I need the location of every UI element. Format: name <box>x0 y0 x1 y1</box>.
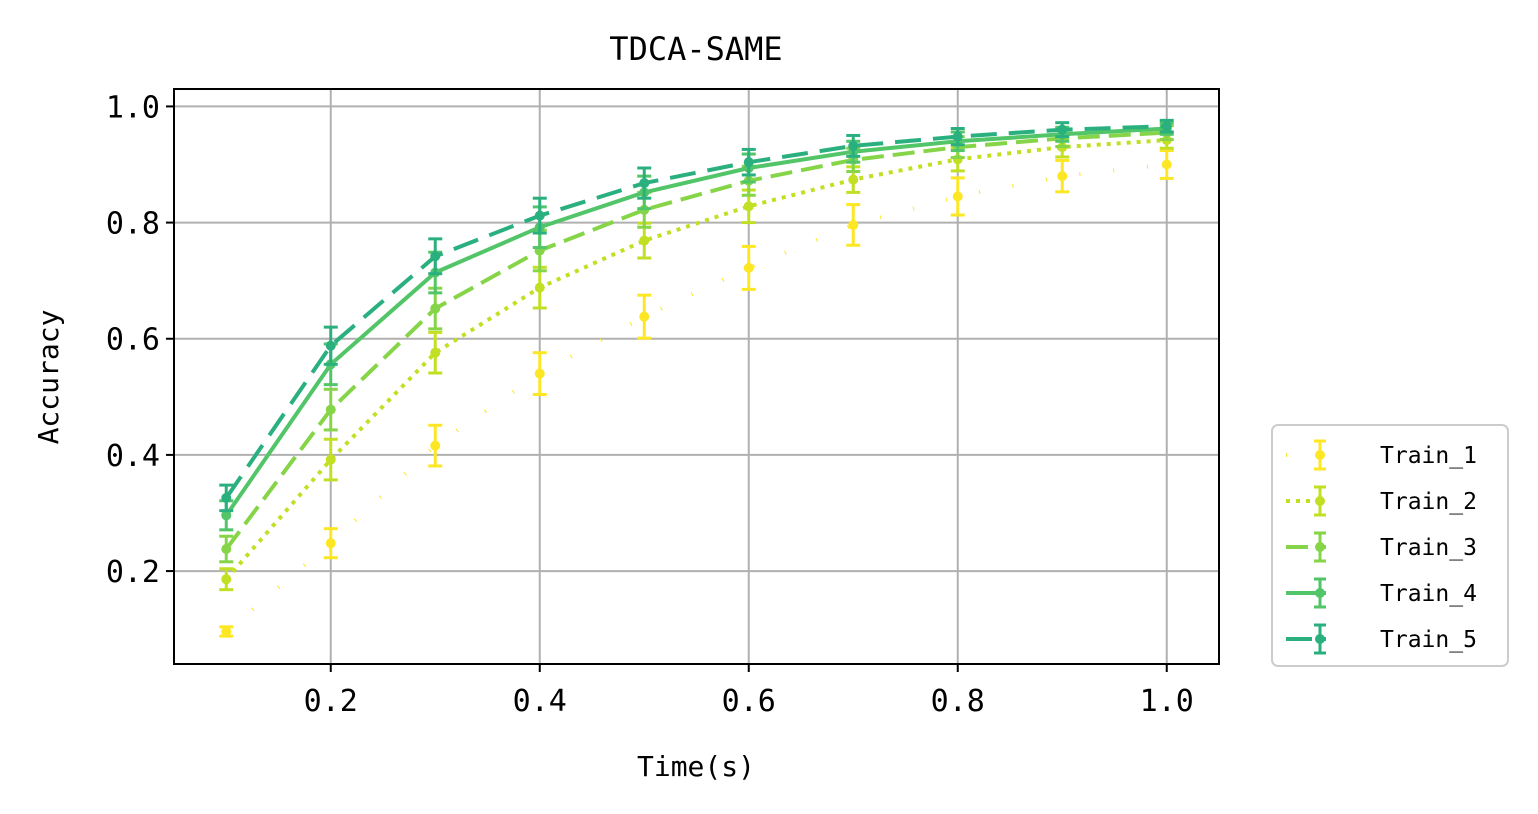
data-point <box>1161 121 1172 132</box>
x-tick-label: 0.8 <box>931 684 985 719</box>
data-point <box>430 347 441 358</box>
y-tick-label: 0.6 <box>106 323 160 358</box>
data-point <box>221 544 232 554</box>
legend-marker <box>1315 450 1325 460</box>
data-point <box>1161 159 1172 170</box>
legend-marker <box>1315 542 1325 552</box>
data-point <box>534 282 545 293</box>
axis-ticks: 0.2 0.4 0.6 0.8 1.0 0.2 0.4 0.6 0.8 1.0 <box>106 90 1194 719</box>
legend-label: Train_5 <box>1380 627 1477 653</box>
data-point <box>743 157 754 168</box>
legend-label: Train_3 <box>1380 535 1477 561</box>
series-line <box>224 126 1167 517</box>
data-point <box>221 574 232 585</box>
data-point <box>325 454 336 465</box>
y-tick-label: 0.2 <box>106 555 160 590</box>
data-point <box>848 219 859 230</box>
x-tick-label: 0.4 <box>513 684 567 719</box>
data-point <box>848 174 859 185</box>
y-axis-title: Accuracy <box>32 310 65 445</box>
legend-marker <box>1315 634 1325 644</box>
y-tick-label: 0.4 <box>106 439 160 474</box>
x-tick-label: 0.6 <box>722 684 776 719</box>
legend-item-Train_4: Train_4 <box>1286 577 1477 609</box>
legend-item-Train_1: Train_1 <box>1286 439 1477 471</box>
data-point <box>848 140 859 151</box>
data-point <box>743 201 754 212</box>
data-point <box>430 440 441 451</box>
data-point <box>430 251 441 262</box>
data-point <box>430 303 441 314</box>
legend-marker <box>1315 496 1325 506</box>
chart-title: TDCA-SAME <box>609 30 782 68</box>
series-layer <box>219 118 1174 638</box>
series-line <box>224 124 1167 500</box>
legend-item-Train_5: Train_5 <box>1286 623 1477 655</box>
series-line <box>224 138 1167 581</box>
y-tick-label: 1.0 <box>106 90 160 125</box>
data-point <box>743 262 754 273</box>
plot-frame <box>173 88 1220 665</box>
data-point <box>1057 171 1068 182</box>
data-point <box>952 131 963 142</box>
data-point <box>534 368 545 379</box>
data-point <box>325 538 336 549</box>
data-point <box>1057 124 1068 135</box>
legend: Train_1 Train_2 Train_3 Train_4 Train_5 <box>1271 424 1509 667</box>
legend-item-Train_2: Train_2 <box>1286 485 1477 517</box>
legend-label: Train_4 <box>1380 581 1477 607</box>
legend-item-Train_3: Train_3 <box>1286 531 1477 563</box>
data-point <box>325 340 336 351</box>
series-line <box>224 130 1167 551</box>
data-point <box>639 235 650 246</box>
data-point <box>221 510 232 521</box>
x-axis-title: Time(s) <box>637 750 755 783</box>
data-point <box>221 492 232 503</box>
legend-label: Train_1 <box>1380 443 1477 469</box>
series-Train_5 <box>219 118 1174 513</box>
x-tick-label: 0.2 <box>304 684 358 719</box>
legend-label: Train_2 <box>1380 489 1477 515</box>
data-point <box>639 311 650 322</box>
data-point <box>952 191 963 202</box>
y-tick-label: 0.8 <box>106 207 160 242</box>
legend-marker <box>1315 588 1325 598</box>
series-Train_1 <box>219 149 1174 638</box>
legend-box <box>1271 424 1509 667</box>
data-point <box>325 404 336 415</box>
data-point <box>534 210 545 221</box>
data-point <box>221 626 232 637</box>
x-tick-label: 1.0 <box>1140 684 1194 719</box>
data-point <box>639 178 650 189</box>
